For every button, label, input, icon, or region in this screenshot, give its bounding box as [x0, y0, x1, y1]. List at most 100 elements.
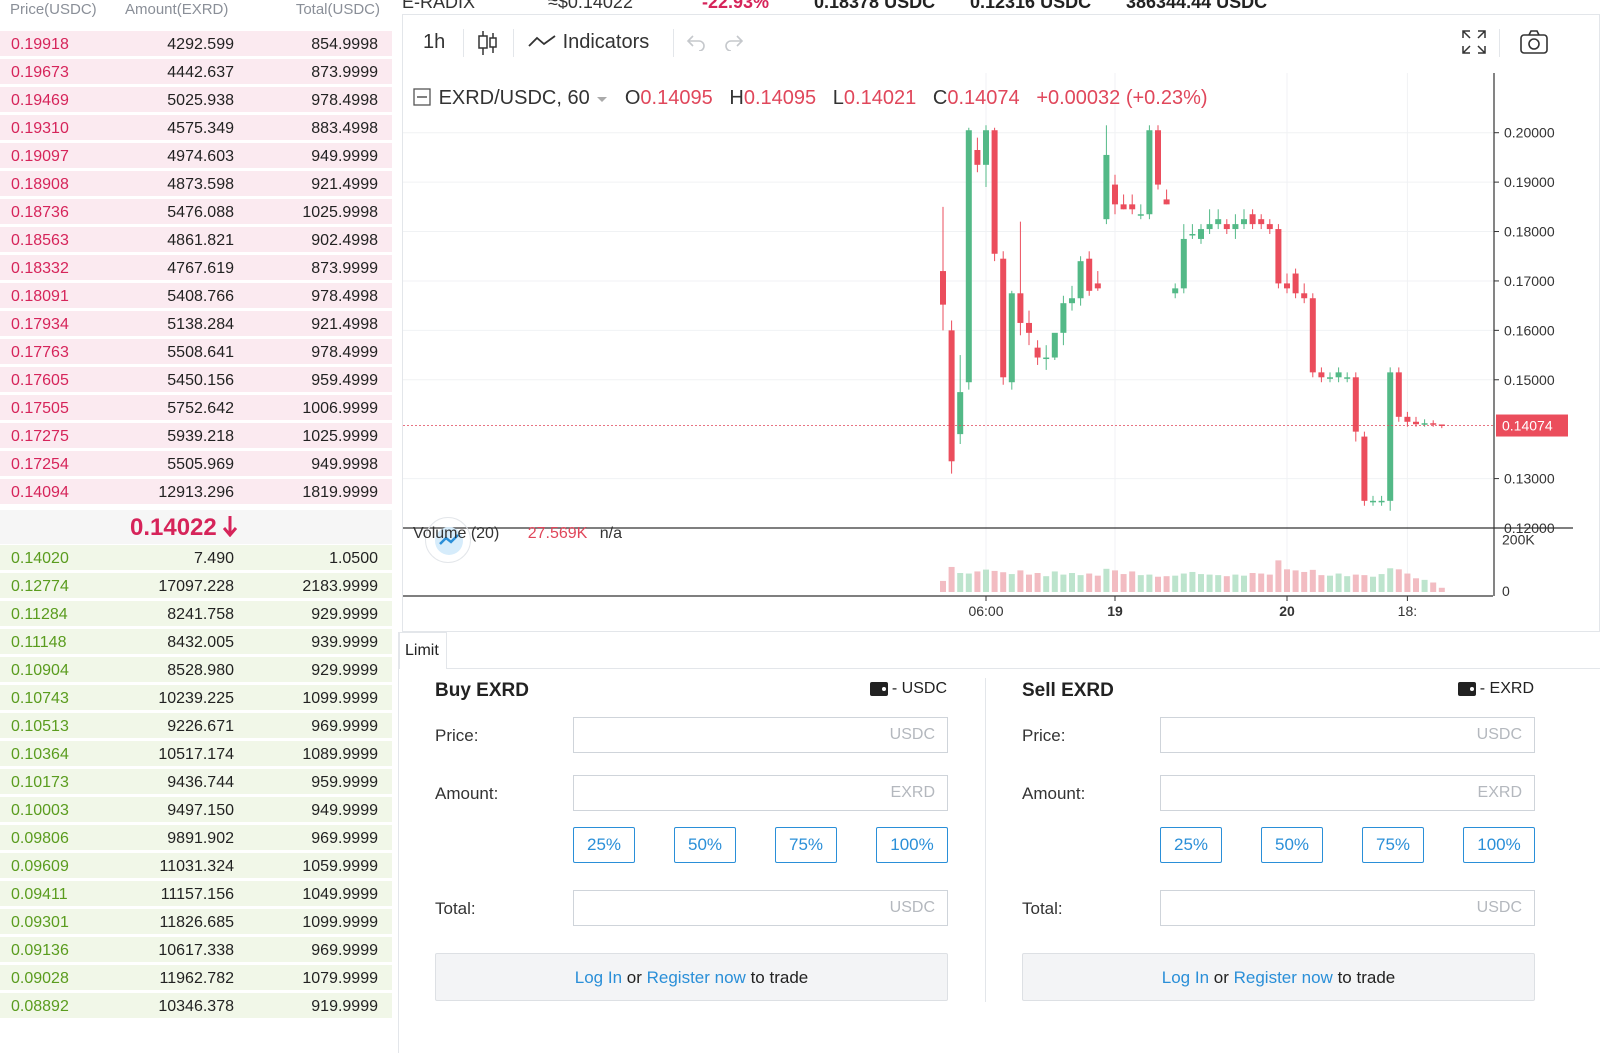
ask-row[interactable]: 0.18563 4861.821 902.4998 — [0, 225, 392, 253]
row-amount: 4442.637 — [167, 64, 234, 81]
tab-limit[interactable]: Limit — [399, 632, 447, 669]
buy-price-input[interactable] — [573, 717, 948, 753]
row-price: 0.19673 — [11, 64, 69, 81]
ask-row[interactable]: 0.18332 4767.619 873.9999 — [0, 253, 392, 281]
login-link[interactable]: Log In — [1161, 968, 1210, 987]
low-label: L — [832, 87, 844, 109]
sell-amount-input[interactable] — [1160, 775, 1535, 811]
sell-25-button[interactable]: 25% — [1160, 827, 1222, 863]
bid-row[interactable]: 0.09136 10617.338 969.9999 — [0, 935, 392, 963]
ask-row[interactable]: 0.17254 5505.969 949.9998 — [0, 449, 392, 477]
chart-area[interactable]: 0.14074 0.20000 0.19000 0.18000 0.17000 0.160… — [403, 73, 1599, 631]
candle-body — [1223, 224, 1230, 230]
ask-row[interactable]: 0.18736 5476.088 1025.9998 — [0, 197, 392, 225]
ask-row[interactable]: 0.17505 5752.642 1006.9999 — [0, 393, 392, 421]
buy-50-button[interactable]: 50% — [674, 827, 736, 863]
price-column-header[interactable]: Price(USDC) — [10, 1, 97, 18]
row-amount: 5505.969 — [167, 456, 234, 473]
volume-bar — [1163, 576, 1170, 592]
candle-body — [1284, 283, 1290, 289]
row-price: 0.10743 — [11, 690, 69, 707]
candle-body — [1387, 372, 1394, 501]
bid-row[interactable]: 0.12774 17097.228 2183.9999 — [0, 571, 392, 599]
ask-row[interactable]: 0.19469 5025.938 978.4998 — [0, 85, 392, 113]
or-text: or — [1213, 968, 1229, 987]
fullscreen-icon[interactable] — [1461, 29, 1487, 61]
indicators-button[interactable]: Indicators — [527, 31, 649, 54]
ask-row[interactable]: 0.17934 5138.284 921.4998 — [0, 309, 392, 337]
ask-row[interactable]: 0.19918 4292.599 854.9998 — [0, 29, 392, 57]
chevron-down-icon[interactable] — [595, 94, 609, 104]
row-total: 978.4998 — [311, 288, 378, 305]
sell-75-button[interactable]: 75% — [1362, 827, 1424, 863]
ask-row[interactable]: 0.18091 5408.766 978.4998 — [0, 281, 392, 309]
bid-row[interactable]: 0.10904 8528.980 929.9999 — [0, 655, 392, 683]
last-price: 0.14022 — [130, 514, 238, 542]
bid-row[interactable]: 0.14020 7.490 1.0500 — [0, 543, 392, 571]
row-amount: 5025.938 — [167, 92, 234, 109]
row-price: 0.11148 — [11, 634, 67, 651]
interval-button[interactable]: 1h — [423, 31, 446, 53]
row-price: 0.18091 — [11, 288, 69, 305]
bid-row[interactable]: 0.09806 9891.902 969.9999 — [0, 823, 392, 851]
sell-price-input[interactable] — [1160, 717, 1535, 753]
collapse-icon[interactable] — [413, 88, 431, 106]
candle-body — [1266, 224, 1273, 230]
row-background — [0, 311, 392, 336]
candle-body — [991, 130, 998, 254]
ask-row[interactable]: 0.19673 4442.637 873.9999 — [0, 57, 392, 85]
bid-row[interactable]: 0.11148 8432.005 939.9999 — [0, 627, 392, 655]
buy-total-input[interactable] — [573, 890, 948, 926]
bid-row[interactable]: 0.10003 9497.150 949.9999 — [0, 795, 392, 823]
buy-100-button[interactable]: 100% — [876, 827, 948, 863]
bid-row[interactable]: 0.09301 11826.685 1099.9999 — [0, 907, 392, 935]
bid-row[interactable]: 0.10173 9436.744 959.9999 — [0, 767, 392, 795]
row-total: 1025.9998 — [302, 204, 378, 221]
bid-row[interactable]: 0.08892 10346.378 919.9999 — [0, 991, 392, 1019]
register-link[interactable]: Register now — [646, 968, 746, 987]
bid-row[interactable]: 0.10364 10517.174 1089.9999 — [0, 739, 392, 767]
tradingview-logo[interactable] — [425, 517, 471, 563]
ask-row[interactable]: 0.14094 12913.296 1819.9999 — [0, 477, 392, 505]
row-total: 929.9999 — [311, 606, 378, 623]
candle-body — [974, 150, 981, 165]
volume-bar — [1284, 569, 1290, 592]
sell-100-button[interactable]: 100% — [1463, 827, 1535, 863]
ask-row[interactable]: 0.19097 4974.603 949.9999 — [0, 141, 392, 169]
ask-row[interactable]: 0.17763 5508.641 978.4999 — [0, 337, 392, 365]
row-amount: 10517.174 — [158, 746, 234, 763]
ask-row[interactable]: 0.18908 4873.598 921.4999 — [0, 169, 392, 197]
row-price: 0.17934 — [11, 316, 69, 333]
register-link[interactable]: Register now — [1233, 968, 1333, 987]
bid-row[interactable]: 0.09609 11031.324 1059.9999 — [0, 851, 392, 879]
chart-symbol[interactable]: EXRD/USDC, 60 — [438, 87, 590, 109]
bid-row[interactable]: 0.10743 10239.225 1099.9999 — [0, 683, 392, 711]
redo-icon[interactable] — [723, 33, 745, 57]
candlestick-chart[interactable]: 0.14074 0.20000 0.19000 0.18000 0.17000 0.160… — [403, 73, 1599, 631]
undo-icon[interactable] — [685, 33, 707, 57]
ticker-volume: 386344.44 USDC — [1126, 0, 1268, 12]
candle-body — [965, 130, 972, 383]
bid-row[interactable]: 0.09028 11962.782 1079.9999 — [0, 963, 392, 991]
login-link[interactable]: Log In — [574, 968, 623, 987]
buy-amount-input[interactable] — [573, 775, 948, 811]
buy-25-button[interactable]: 25% — [573, 827, 635, 863]
amount-column-header[interactable]: Amount(EXRD) — [125, 1, 229, 18]
total-column-header[interactable]: Total(USDC) — [295, 1, 380, 18]
row-total: 854.9998 — [311, 36, 378, 53]
buy-75-button[interactable]: 75% — [775, 827, 837, 863]
volume-bar — [948, 566, 955, 592]
candle-body — [1094, 283, 1101, 289]
camera-icon[interactable] — [1519, 29, 1549, 61]
sell-total-input[interactable] — [1160, 890, 1535, 926]
ask-row[interactable]: 0.19310 4575.349 883.4998 — [0, 113, 392, 141]
candle-body — [1232, 224, 1239, 230]
ask-row[interactable]: 0.17275 5939.218 1025.9999 — [0, 421, 392, 449]
bid-row[interactable]: 0.10513 9226.671 969.9999 — [0, 711, 392, 739]
candle-body — [1215, 219, 1222, 225]
candlestick-icon[interactable] — [477, 29, 499, 63]
ask-row[interactable]: 0.17605 5450.156 959.4999 — [0, 365, 392, 393]
bid-row[interactable]: 0.11284 8241.758 929.9999 — [0, 599, 392, 627]
bid-row[interactable]: 0.09411 11157.156 1049.9999 — [0, 879, 392, 907]
sell-50-button[interactable]: 50% — [1261, 827, 1323, 863]
